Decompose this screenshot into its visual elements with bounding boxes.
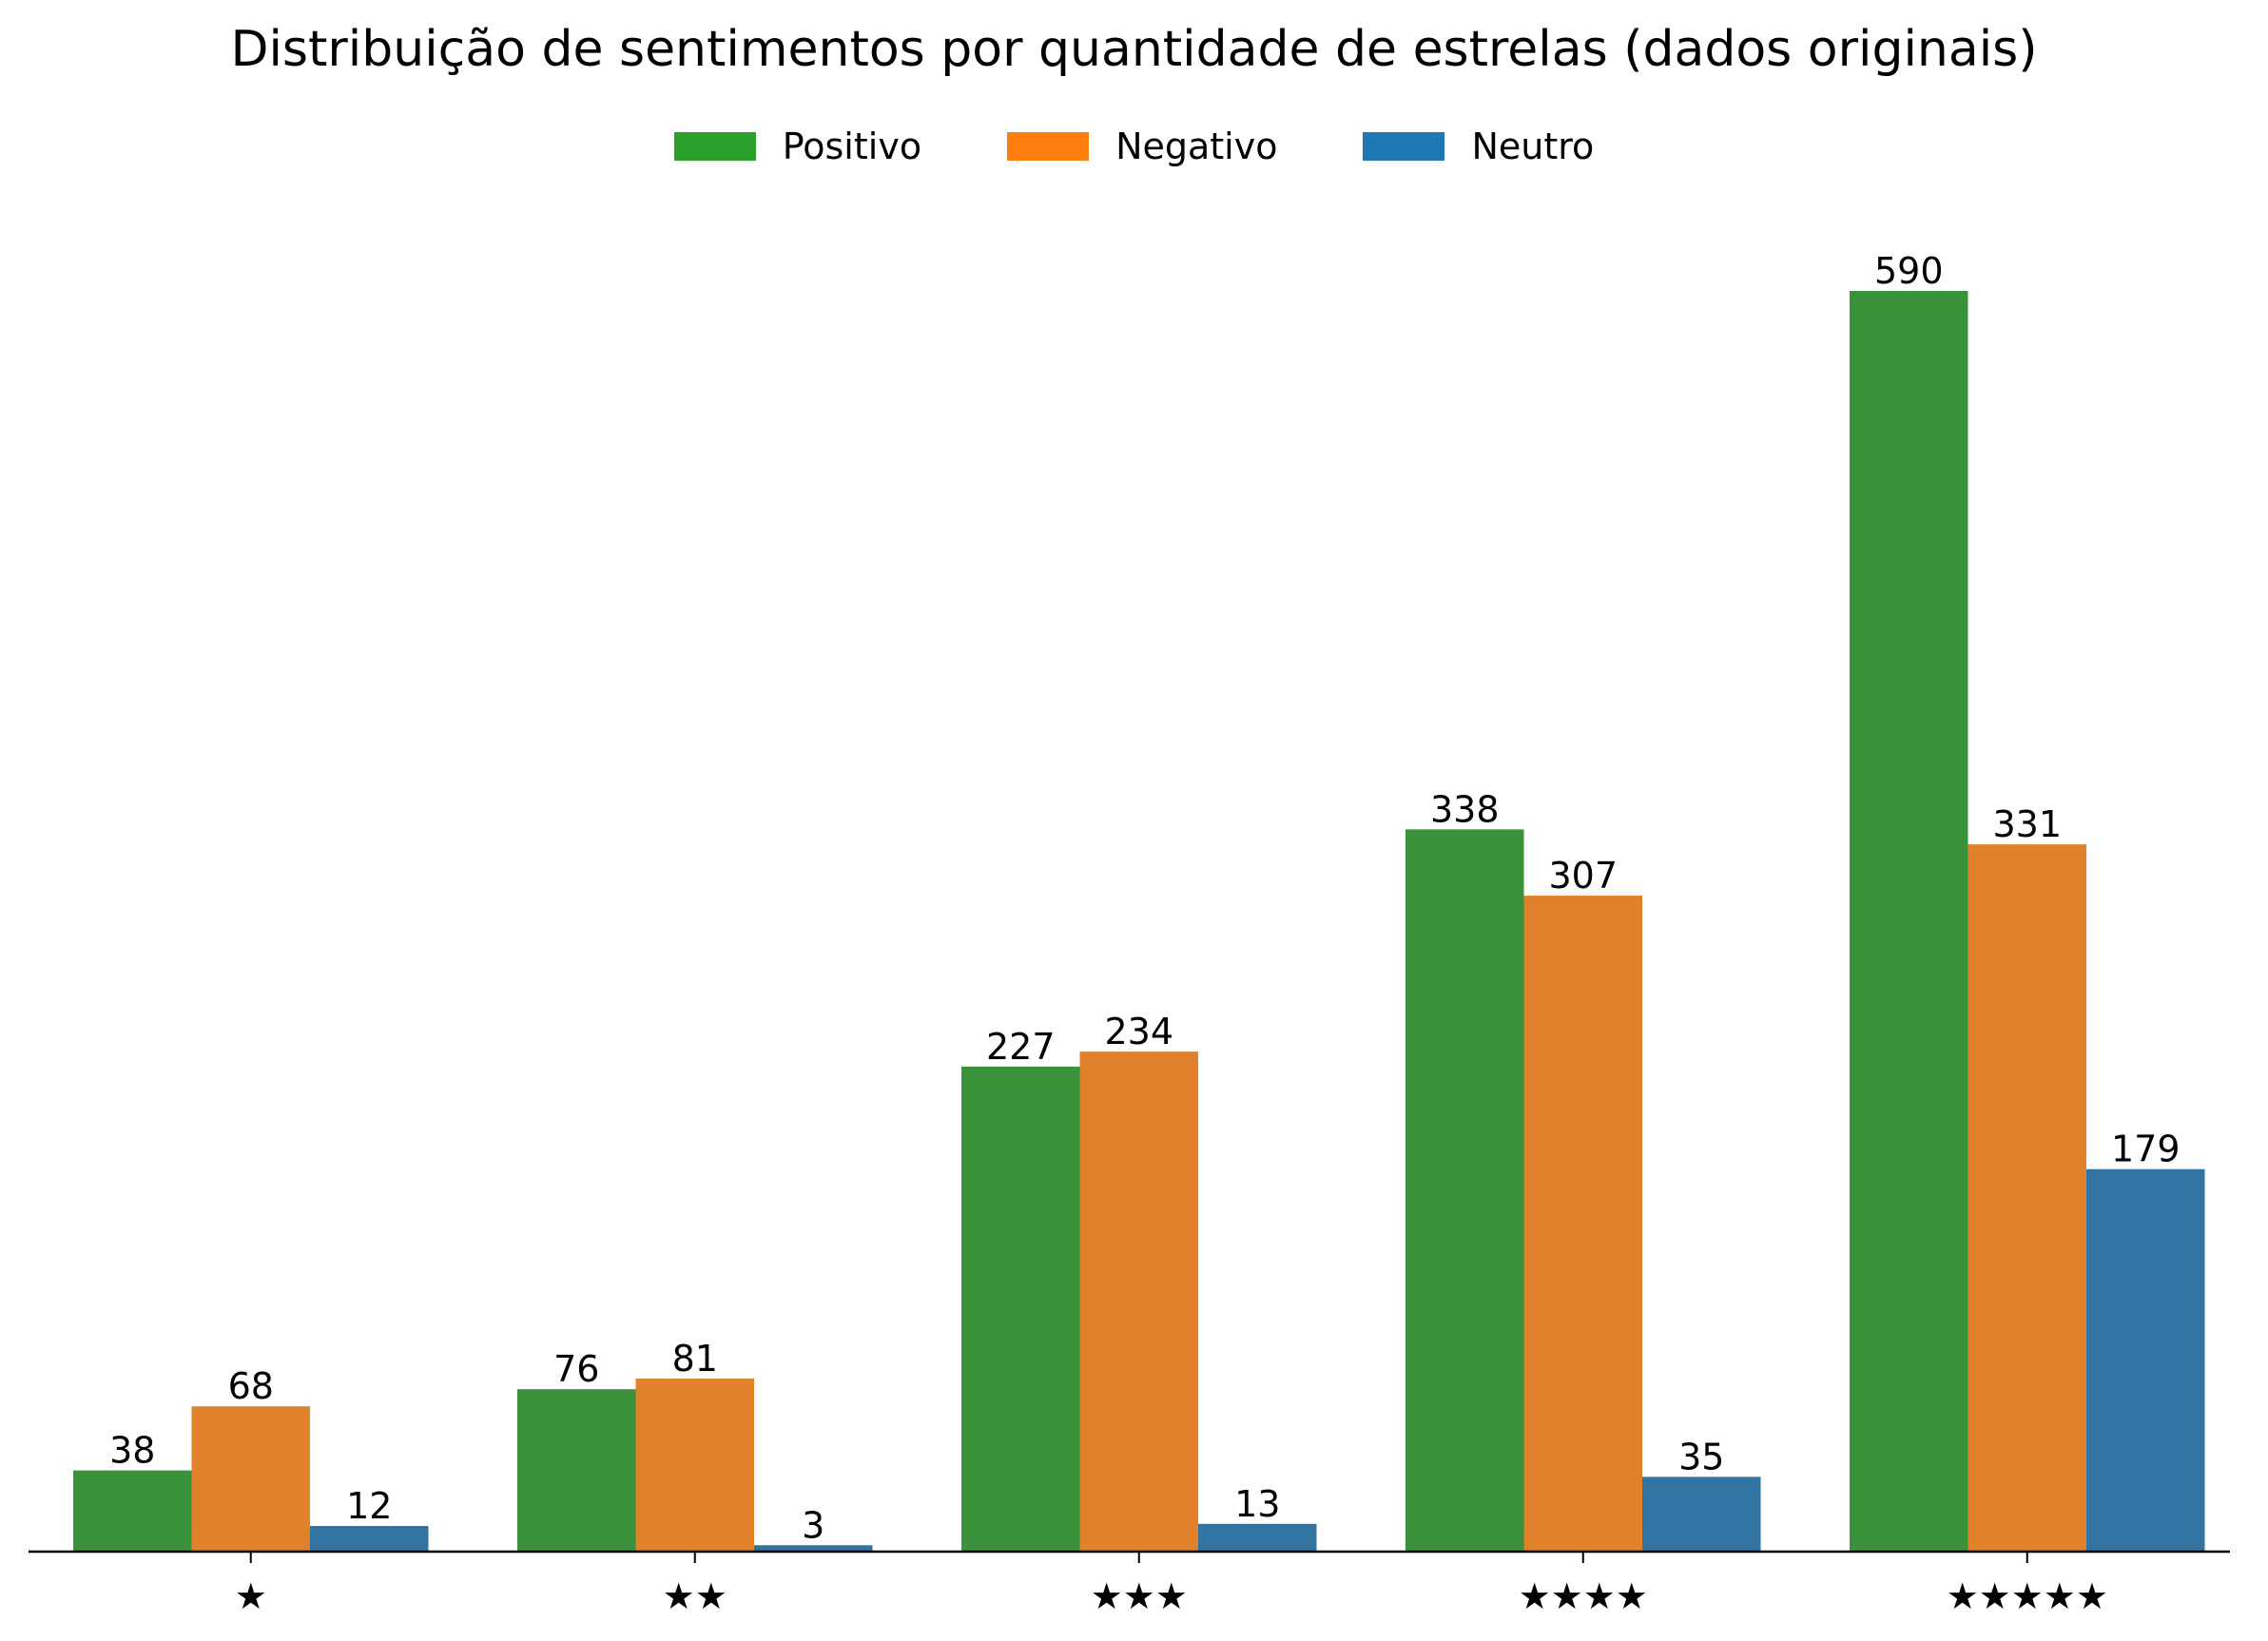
- legend-swatch-positivo: [673, 132, 756, 161]
- legend-item-positivo: Positivo: [673, 125, 922, 167]
- bar-positivo-2: [517, 1389, 636, 1552]
- bar-neutro-2: [754, 1545, 873, 1552]
- x-tick-label-1: ★: [235, 1575, 267, 1617]
- x-tick-label-5: ★★★★★: [1947, 1575, 2108, 1617]
- bar-negativo-2: [635, 1378, 754, 1552]
- legend-label-neutro: Neutro: [1471, 125, 1595, 167]
- data-label-negativo-1: 68: [228, 1365, 274, 1407]
- x-tick-label-2: ★★: [663, 1575, 727, 1617]
- legend-swatch-neutro: [1363, 132, 1445, 161]
- legend-label-negativo: Negativo: [1115, 125, 1278, 167]
- data-label-negativo-4: 307: [1548, 855, 1618, 897]
- legend-label-positivo: Positivo: [782, 125, 922, 167]
- bar-positivo-4: [1405, 829, 1524, 1552]
- data-label-neutro-5: 179: [2111, 1129, 2181, 1170]
- data-label-negativo-5: 331: [1992, 803, 2062, 845]
- data-label-positivo-4: 338: [1430, 788, 1500, 830]
- legend-item-neutro: Neutro: [1363, 125, 1594, 167]
- bar-neutro-1: [310, 1526, 429, 1552]
- bar-neutro-4: [1642, 1477, 1761, 1552]
- legend-swatch-negativo: [1007, 132, 1090, 161]
- legend-item-negativo: Negativo: [1007, 125, 1277, 167]
- data-label-neutro-4: 35: [1678, 1436, 1724, 1477]
- bar-positivo-5: [1850, 291, 1968, 1552]
- data-label-positivo-2: 76: [553, 1348, 599, 1390]
- bar-negativo-3: [1079, 1052, 1198, 1552]
- data-label-positivo-5: 590: [1874, 250, 1944, 292]
- data-label-neutro-1: 12: [346, 1485, 392, 1527]
- bar-negativo-4: [1523, 896, 1642, 1552]
- x-tick-label-4: ★★★★: [1519, 1575, 1648, 1617]
- data-label-negativo-3: 234: [1104, 1011, 1173, 1052]
- data-label-positivo-1: 38: [109, 1430, 155, 1472]
- bar-negativo-1: [191, 1406, 310, 1552]
- data-label-neutro-3: 13: [1234, 1483, 1280, 1525]
- legend: Positivo Negativo Neutro: [0, 125, 2268, 167]
- data-label-neutro-2: 3: [802, 1504, 824, 1546]
- bar-neutro-5: [2086, 1168, 2205, 1552]
- chart-title: Distribuição de sentimentos por quantida…: [230, 21, 2038, 78]
- bar-neutro-3: [1198, 1523, 1317, 1552]
- bar-negativo-5: [1968, 844, 2086, 1552]
- x-tick-label-3: ★★★: [1091, 1575, 1188, 1617]
- data-label-negativo-2: 81: [672, 1338, 718, 1380]
- bar-positivo-3: [961, 1066, 1080, 1552]
- bar-positivo-1: [73, 1470, 192, 1552]
- data-label-positivo-3: 227: [986, 1026, 1056, 1068]
